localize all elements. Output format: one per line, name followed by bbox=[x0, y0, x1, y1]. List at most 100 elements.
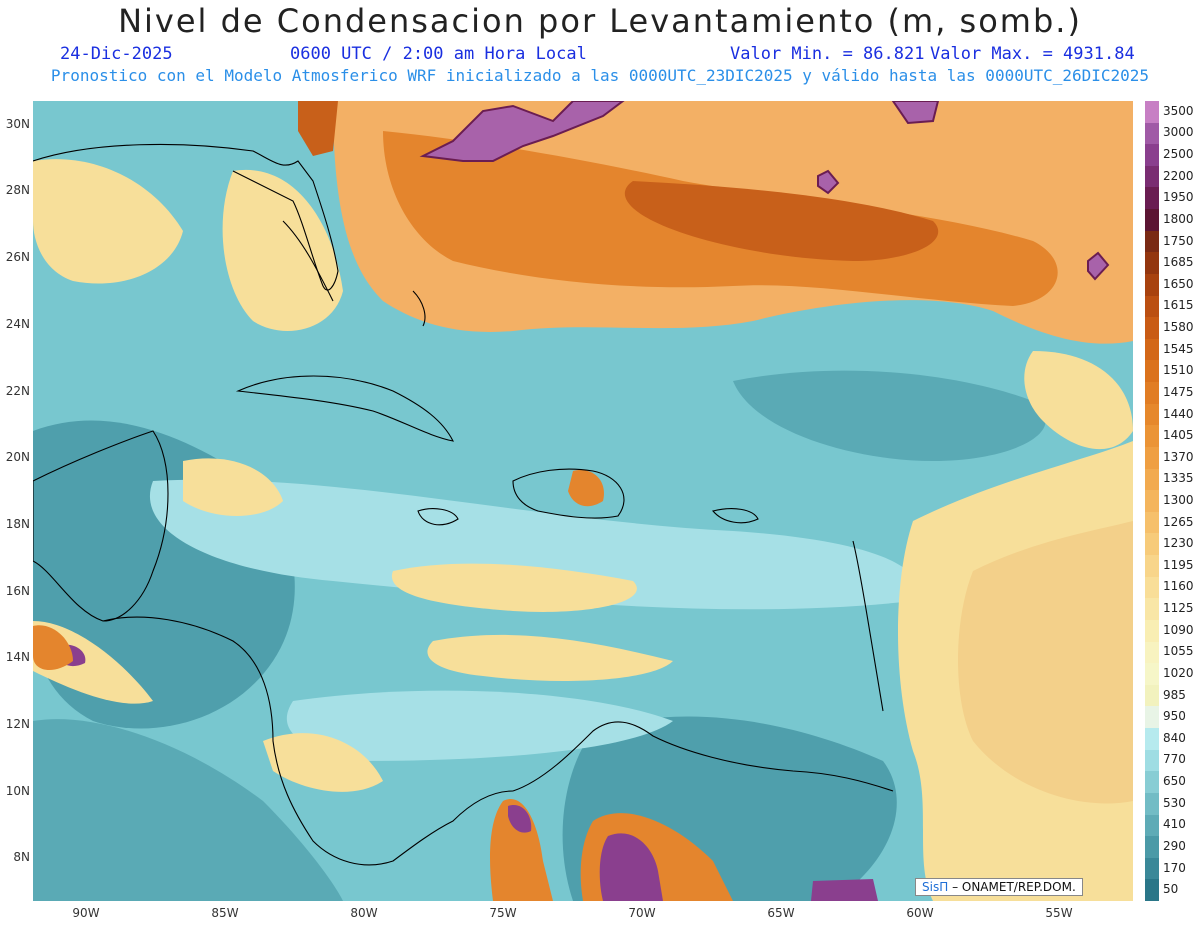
colorbar-segment bbox=[1145, 295, 1159, 318]
colorbar-label: 530 bbox=[1163, 795, 1186, 810]
colorbar-label: 1650 bbox=[1163, 276, 1194, 291]
colorbar-label: 770 bbox=[1163, 752, 1186, 767]
min-value: Valor Min. = 86.821 bbox=[730, 44, 925, 64]
lat-label: 20N bbox=[5, 450, 30, 464]
colorbar-segment bbox=[1145, 446, 1159, 470]
colorbar-segment bbox=[1145, 555, 1159, 578]
lat-label: 12N bbox=[5, 717, 30, 731]
colorbar-label: 1545 bbox=[1163, 341, 1194, 356]
colorbar-segment bbox=[1145, 792, 1159, 815]
colorbar-label: 1370 bbox=[1163, 449, 1194, 464]
colorbar-label: 1750 bbox=[1163, 233, 1194, 248]
forecast-date: 24-Dic-2025 bbox=[60, 44, 173, 64]
colorbar-segment bbox=[1145, 814, 1159, 837]
colorbar-label: 50 bbox=[1163, 882, 1179, 897]
lon-label: 55W bbox=[1045, 906, 1073, 920]
colorbar-label: 650 bbox=[1163, 774, 1186, 789]
lat-label: 28N bbox=[5, 183, 30, 197]
colorbar-label: 1800 bbox=[1163, 211, 1194, 226]
colorbar-segment bbox=[1145, 252, 1159, 275]
colorbar-segment bbox=[1145, 576, 1159, 599]
colorbar-label: 1055 bbox=[1163, 644, 1194, 659]
colorbar-label: 2500 bbox=[1163, 147, 1194, 162]
colorbar-segment bbox=[1145, 749, 1159, 772]
max-value: Valor Max. = 4931.84 bbox=[930, 44, 1135, 64]
colorbar-label: 410 bbox=[1163, 817, 1186, 832]
colorbar-label: 1125 bbox=[1163, 601, 1194, 616]
colorbar-segment bbox=[1145, 836, 1159, 859]
lon-label: 75W bbox=[489, 906, 517, 920]
colorbar-label: 985 bbox=[1163, 687, 1186, 702]
colorbar-segment bbox=[1145, 165, 1159, 188]
colorbar-segment bbox=[1145, 468, 1159, 491]
colorbar-label: 1335 bbox=[1163, 471, 1194, 486]
colorbar-label: 1195 bbox=[1163, 557, 1194, 572]
colorbar-label: 1950 bbox=[1163, 190, 1194, 205]
colorbar-segment bbox=[1145, 144, 1159, 167]
lon-label: 65W bbox=[767, 906, 795, 920]
colorbar-label: 3000 bbox=[1163, 125, 1194, 140]
colorbar-segment bbox=[1145, 338, 1159, 361]
chart-title: Nivel de Condensacion por Levantamiento … bbox=[118, 2, 1082, 40]
colorbar-label: 290 bbox=[1163, 838, 1186, 853]
colorbar-label: 1615 bbox=[1163, 298, 1194, 313]
colorbar-label: 170 bbox=[1163, 860, 1186, 875]
map-panel bbox=[33, 101, 1133, 901]
colorbar-segment bbox=[1145, 382, 1159, 405]
colorbar-label: 1160 bbox=[1163, 579, 1194, 594]
lat-label: 18N bbox=[5, 517, 30, 531]
colorbar-segment bbox=[1145, 857, 1159, 880]
lat-label: 26N bbox=[5, 250, 30, 264]
colorbar-label: 3500 bbox=[1163, 103, 1194, 118]
colorbar-label: 1580 bbox=[1163, 320, 1194, 335]
colorbar-label: 1230 bbox=[1163, 536, 1194, 551]
lat-label: 8N bbox=[13, 850, 30, 864]
colorbar-segment bbox=[1145, 706, 1159, 729]
colorbar-label: 2200 bbox=[1163, 168, 1194, 183]
colorbar-segment bbox=[1145, 187, 1159, 210]
colorbar-label: 1440 bbox=[1163, 406, 1194, 421]
brand-logo: SisΠ bbox=[922, 880, 949, 894]
colorbar-segment bbox=[1145, 317, 1159, 340]
colorbar-segment bbox=[1145, 619, 1159, 643]
colorbar-segment bbox=[1145, 403, 1159, 426]
colorbar-segment bbox=[1145, 425, 1159, 448]
colorbar-label: 1300 bbox=[1163, 493, 1194, 507]
colorbar-segment bbox=[1145, 209, 1159, 232]
lon-label: 70W bbox=[628, 906, 656, 920]
colorbar-label: 1405 bbox=[1163, 428, 1194, 443]
lat-label: 16N bbox=[5, 584, 30, 598]
colorbar-label: 1020 bbox=[1163, 665, 1194, 680]
map-field bbox=[33, 101, 1133, 901]
colorbar-segment bbox=[1145, 101, 1159, 124]
colorbar-label: 1685 bbox=[1163, 255, 1194, 270]
colorbar-segment bbox=[1145, 533, 1159, 556]
colorbar-label: 1265 bbox=[1163, 514, 1194, 529]
colorbar-segment bbox=[1145, 728, 1159, 751]
colorbar-label: 1510 bbox=[1163, 363, 1194, 378]
colorbar-label: 1090 bbox=[1163, 622, 1194, 637]
colorbar-segment bbox=[1145, 598, 1159, 621]
lon-label: 85W bbox=[211, 906, 239, 920]
colorbar-segment bbox=[1145, 490, 1159, 513]
lat-label: 14N bbox=[5, 650, 30, 664]
colorbar-segment bbox=[1145, 273, 1159, 297]
colorbar-label: 950 bbox=[1163, 709, 1186, 724]
lon-label: 90W bbox=[72, 906, 100, 920]
lon-label: 60W bbox=[906, 906, 934, 920]
colorbar-label: 1475 bbox=[1163, 384, 1194, 399]
lon-label: 80W bbox=[350, 906, 378, 920]
credit-box: SisΠ – ONAMET/REP.DOM. bbox=[915, 878, 1083, 896]
colorbar-segment bbox=[1145, 511, 1159, 534]
colorbar-segment bbox=[1145, 879, 1159, 902]
model-subtitle: Pronostico con el Modelo Atmosferico WRF… bbox=[50, 66, 1150, 85]
lat-label: 24N bbox=[5, 317, 30, 331]
colorbar-segment bbox=[1145, 684, 1159, 707]
colorbar-segment bbox=[1145, 360, 1159, 383]
colorbar-segment bbox=[1145, 771, 1159, 794]
colorbar bbox=[1145, 101, 1159, 902]
lat-label: 22N bbox=[5, 384, 30, 398]
colorbar-segment bbox=[1145, 122, 1159, 145]
lat-label: 10N bbox=[5, 784, 30, 798]
forecast-time: 0600 UTC / 2:00 am Hora Local bbox=[290, 44, 587, 64]
